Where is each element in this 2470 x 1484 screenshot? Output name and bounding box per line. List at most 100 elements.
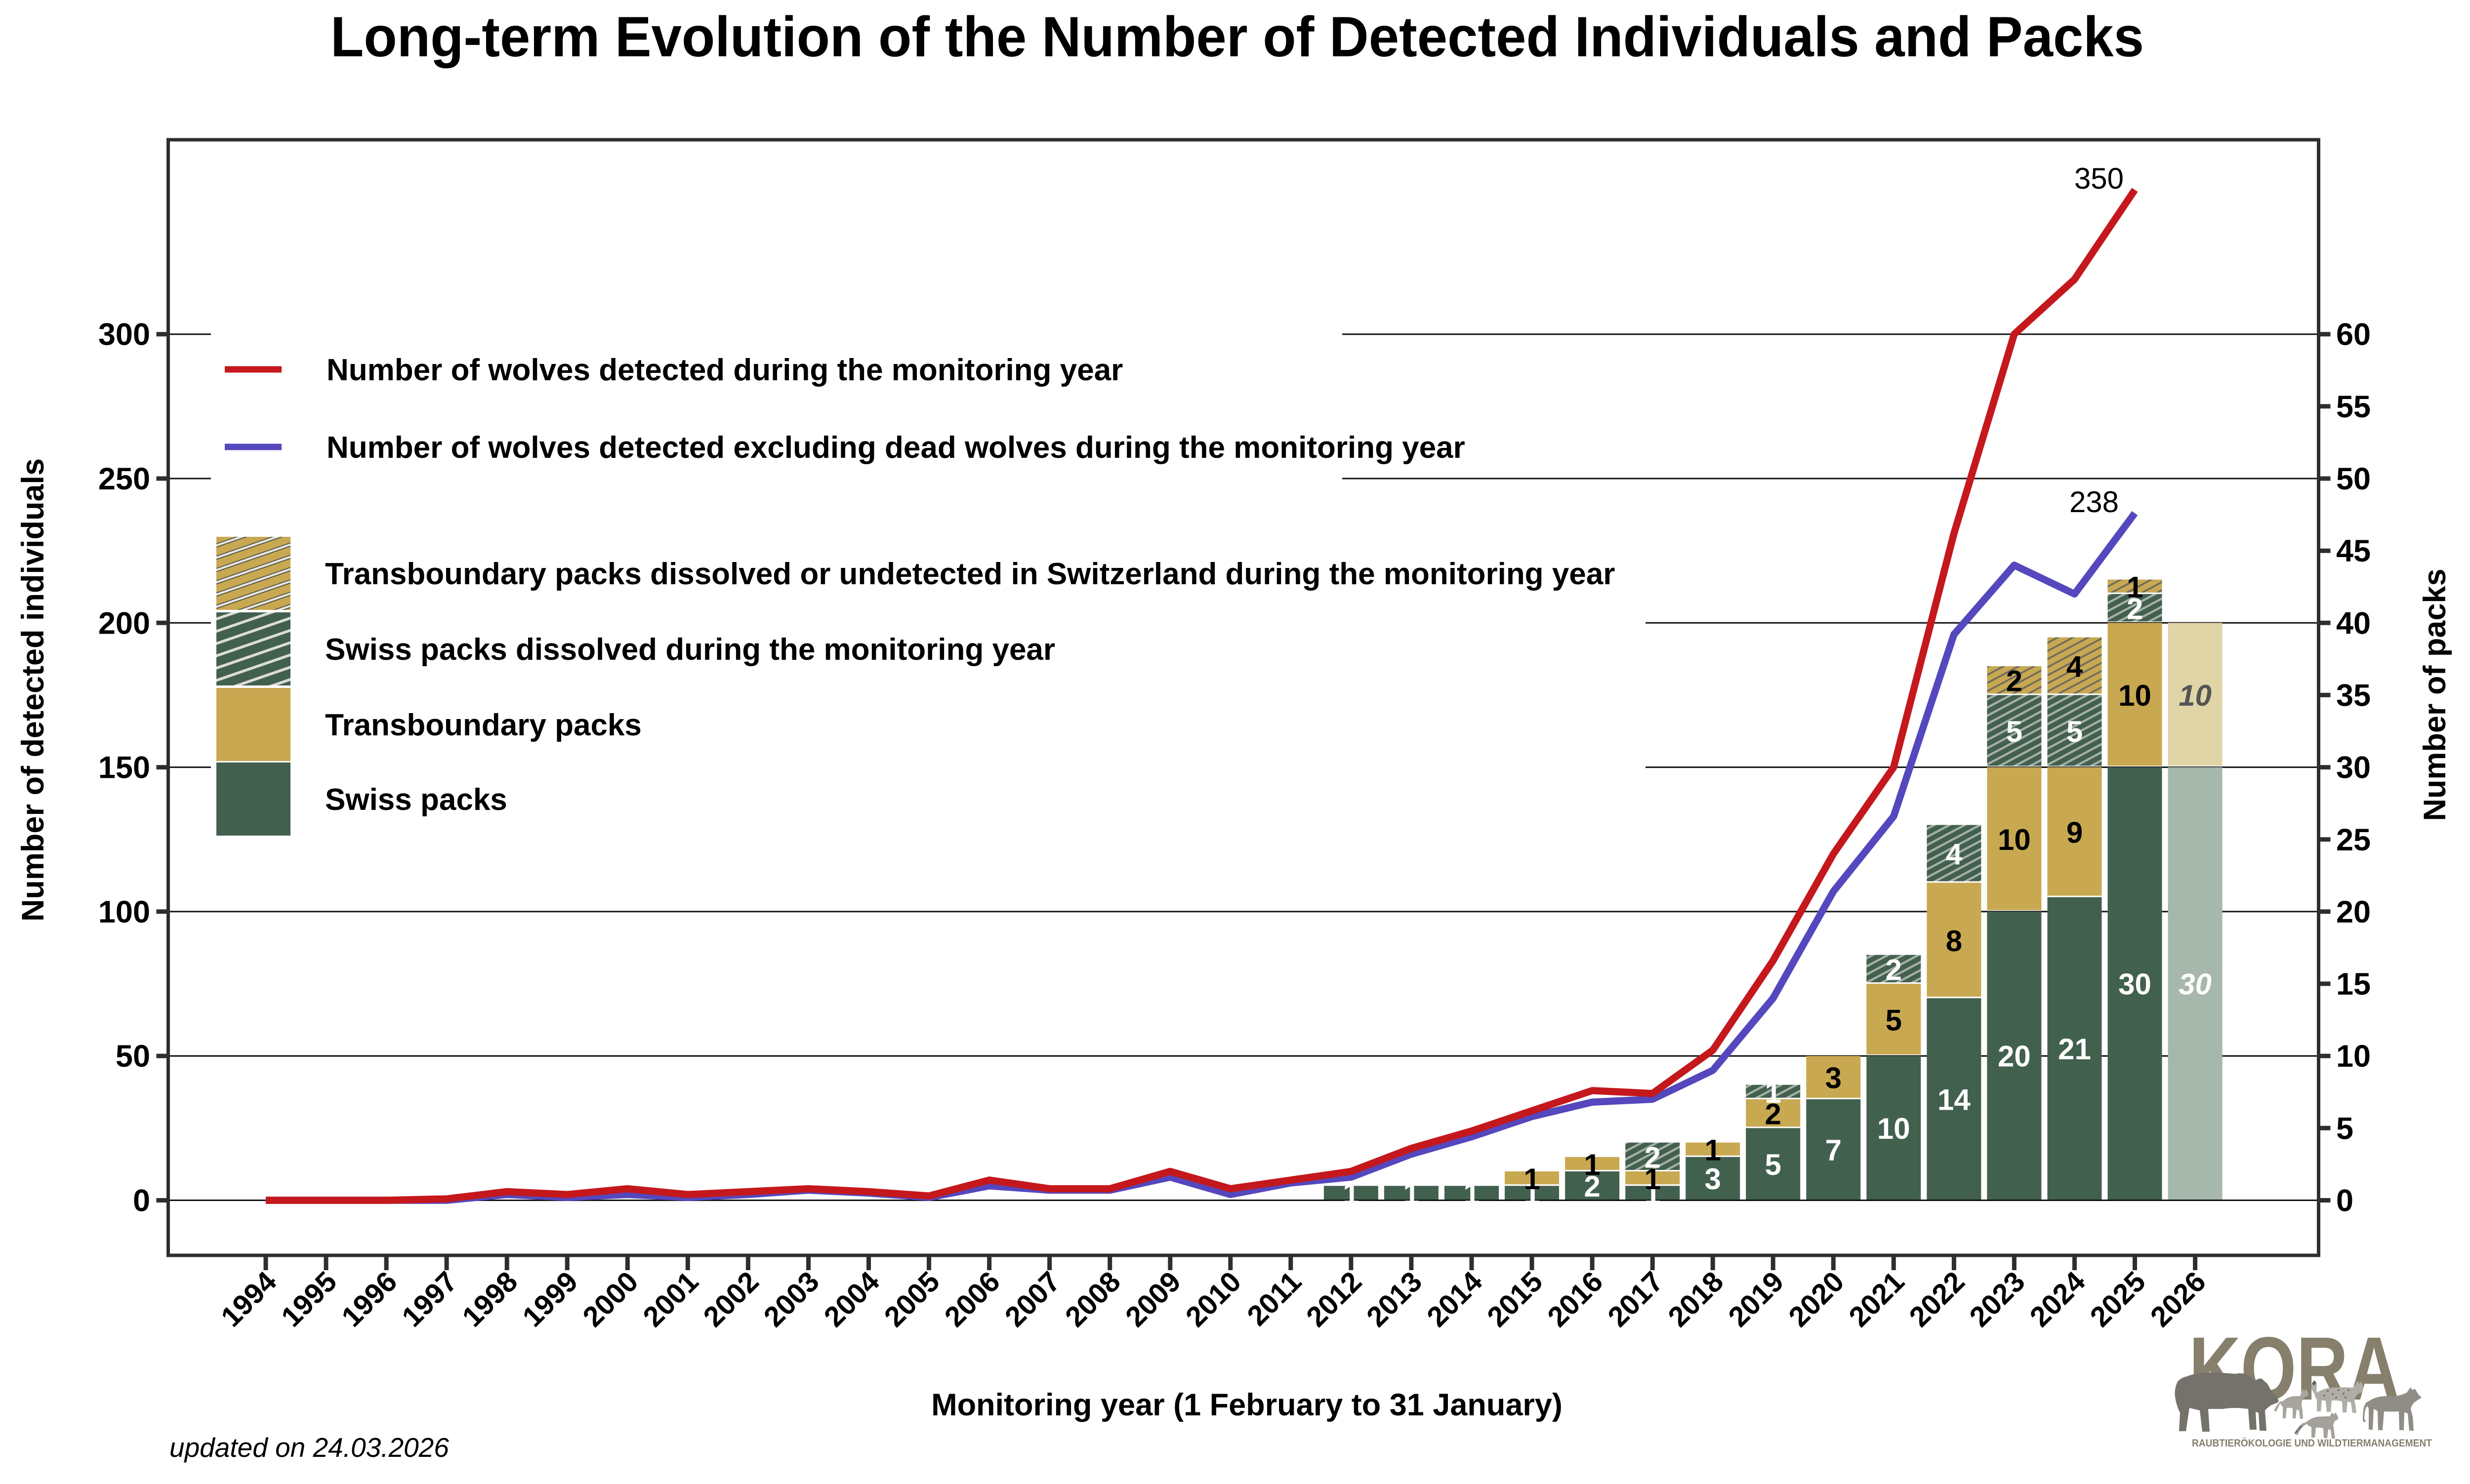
svg-text:350: 350	[2074, 162, 2124, 195]
svg-text:1: 1	[1343, 1177, 1359, 1210]
svg-text:2008: 2008	[1059, 1265, 1127, 1333]
svg-text:25: 25	[2336, 823, 2371, 857]
svg-text:5: 5	[2006, 715, 2022, 748]
svg-text:2002: 2002	[697, 1265, 765, 1333]
svg-text:2010: 2010	[1180, 1265, 1247, 1333]
svg-text:200: 200	[98, 606, 150, 641]
svg-text:3: 3	[1705, 1163, 1721, 1196]
svg-text:55: 55	[2336, 390, 2371, 424]
svg-text:Monitoring year (1 February to: Monitoring year (1 February to 31 Januar…	[931, 1388, 1563, 1422]
svg-text:20: 20	[2336, 895, 2371, 929]
svg-text:1999: 1999	[516, 1265, 584, 1333]
svg-text:20: 20	[1998, 1040, 2031, 1073]
svg-text:21: 21	[2058, 1033, 2091, 1066]
svg-text:5: 5	[1886, 1004, 1902, 1037]
svg-text:1: 1	[1765, 1076, 1781, 1109]
svg-text:100: 100	[98, 895, 150, 929]
svg-text:2007: 2007	[999, 1265, 1067, 1333]
svg-text:1: 1	[1463, 1177, 1480, 1210]
svg-text:250: 250	[98, 462, 150, 496]
svg-text:14: 14	[1937, 1083, 1971, 1116]
svg-text:5: 5	[2336, 1111, 2353, 1146]
svg-text:35: 35	[2336, 678, 2371, 713]
svg-text:10: 10	[1998, 823, 2031, 856]
svg-text:Number of wolves detected excl: Number of wolves detected excluding dead…	[327, 431, 1465, 465]
svg-text:1: 1	[2127, 571, 2143, 604]
svg-text:4: 4	[1946, 838, 1963, 871]
svg-text:4: 4	[2066, 650, 2083, 683]
svg-text:Number of detected individuals: Number of detected individuals	[16, 458, 50, 922]
svg-text:2000: 2000	[576, 1265, 644, 1333]
svg-text:1: 1	[1584, 1148, 1600, 1181]
svg-text:Number of wolves detected duri: Number of wolves detected during the mon…	[327, 353, 1123, 387]
svg-text:1998: 1998	[456, 1265, 524, 1333]
svg-text:RAUBTIERÖKOLOGIE UND WILDTIERM: RAUBTIERÖKOLOGIE UND WILDTIERMANAGEMENT	[2192, 1438, 2432, 1449]
svg-text:50: 50	[116, 1039, 150, 1074]
svg-text:10: 10	[2179, 679, 2212, 712]
svg-text:Number of packs: Number of packs	[2418, 568, 2452, 821]
svg-text:2016: 2016	[1541, 1265, 1609, 1333]
svg-text:2019: 2019	[1722, 1265, 1790, 1333]
svg-text:1: 1	[1645, 1163, 1661, 1196]
svg-text:2024: 2024	[2023, 1265, 2091, 1333]
svg-text:8: 8	[1946, 924, 1962, 958]
svg-text:2: 2	[1645, 1141, 1661, 1174]
svg-text:9: 9	[2066, 816, 2083, 849]
svg-text:15: 15	[2336, 967, 2371, 1002]
svg-text:2012: 2012	[1300, 1265, 1368, 1333]
svg-text:1995: 1995	[275, 1265, 343, 1333]
svg-text:Transboundary packs: Transboundary packs	[325, 708, 642, 742]
svg-text:238: 238	[2069, 485, 2119, 519]
svg-text:0: 0	[133, 1184, 150, 1218]
svg-text:2: 2	[2006, 665, 2022, 698]
svg-text:300: 300	[98, 318, 150, 352]
svg-text:7: 7	[1825, 1134, 1842, 1167]
svg-text:1: 1	[1403, 1177, 1419, 1210]
svg-text:30: 30	[2118, 968, 2151, 1001]
svg-text:2: 2	[1765, 1098, 1781, 1131]
svg-text:2006: 2006	[939, 1265, 1006, 1333]
svg-text:2: 2	[1584, 1170, 1600, 1203]
svg-text:2025: 2025	[2084, 1265, 2151, 1333]
svg-text:3: 3	[1825, 1062, 1842, 1095]
svg-text:Long-term Evolution of the Num: Long-term Evolution of the Number of Det…	[330, 5, 2144, 69]
svg-text:2014: 2014	[1421, 1265, 1488, 1333]
svg-text:2004: 2004	[818, 1265, 885, 1333]
svg-text:45: 45	[2336, 534, 2371, 568]
svg-text:60: 60	[2336, 318, 2371, 352]
svg-text:2005: 2005	[878, 1265, 946, 1333]
svg-text:2020: 2020	[1782, 1265, 1850, 1333]
svg-text:2017: 2017	[1602, 1265, 1669, 1333]
svg-text:2018: 2018	[1662, 1265, 1729, 1333]
svg-text:Transboundary packs dissolved: Transboundary packs dissolved or undetec…	[325, 557, 1615, 591]
svg-text:0: 0	[2336, 1184, 2353, 1218]
svg-text:1: 1	[1645, 1177, 1661, 1210]
svg-text:150: 150	[98, 751, 150, 785]
svg-text:30: 30	[2179, 968, 2212, 1001]
svg-text:Swiss packs dissolved during t: Swiss packs dissolved during the monitor…	[325, 633, 1055, 667]
svg-text:10: 10	[2336, 1039, 2371, 1074]
svg-text:30: 30	[2336, 751, 2371, 785]
svg-text:2: 2	[1886, 953, 1902, 986]
svg-text:1: 1	[1705, 1134, 1721, 1167]
svg-text:2015: 2015	[1481, 1265, 1549, 1333]
svg-text:2023: 2023	[1963, 1265, 2031, 1333]
svg-text:1996: 1996	[335, 1265, 403, 1333]
svg-text:2011: 2011	[1241, 1265, 1308, 1332]
svg-text:2: 2	[2127, 593, 2143, 626]
svg-text:5: 5	[2066, 715, 2083, 748]
svg-text:updated on 24.03.2026: updated on 24.03.2026	[169, 1432, 449, 1463]
svg-text:2021: 2021	[1843, 1265, 1910, 1333]
svg-text:2003: 2003	[757, 1265, 825, 1333]
svg-text:2009: 2009	[1119, 1265, 1187, 1333]
svg-text:1: 1	[1523, 1177, 1540, 1210]
svg-text:1997: 1997	[396, 1265, 463, 1333]
svg-text:1: 1	[1523, 1163, 1540, 1196]
svg-text:50: 50	[2336, 462, 2371, 496]
svg-text:40: 40	[2336, 606, 2371, 641]
svg-text:5: 5	[1765, 1148, 1781, 1181]
svg-text:10: 10	[1877, 1112, 1910, 1145]
svg-text:2022: 2022	[1903, 1265, 1971, 1333]
svg-text:Swiss packs: Swiss packs	[325, 783, 507, 817]
svg-text:1994: 1994	[215, 1265, 283, 1333]
